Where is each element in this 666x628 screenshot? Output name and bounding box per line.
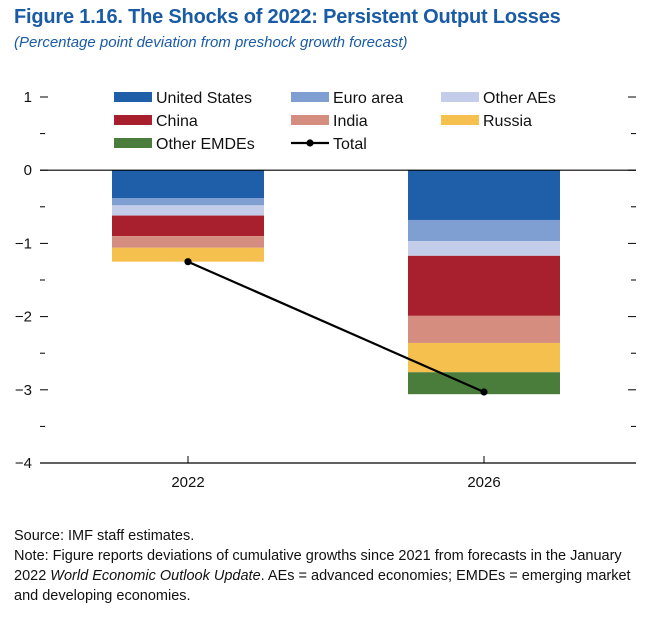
legend-label-india: India [333, 113, 368, 130]
legend-label-other-aes: Other AEs [483, 90, 556, 107]
bar-segment-other-aes-2022 [112, 205, 264, 216]
y-tick-label: 1 [24, 89, 32, 106]
bar-segment-india-2022 [112, 236, 264, 248]
legend-swatch-india [291, 115, 329, 125]
legend-label-united-states: United States [156, 90, 252, 107]
legend-label-russia: Russia [483, 113, 532, 130]
bar-segment-china-2026 [408, 255, 560, 316]
y-tick-label: −2 [15, 309, 32, 326]
plot-area: 1 0 −1 −2 −3 −4 2022 2026 [15, 89, 636, 491]
bar-segment-euro-area-2026 [408, 219, 560, 242]
total-point-2026 [480, 388, 488, 396]
bar-segment-other-emdes-2026 [408, 372, 560, 395]
legend-label-china: China [156, 113, 198, 130]
bar-segment-china-2022 [112, 215, 264, 237]
source-note: Source: IMF staff estimates. [14, 528, 195, 544]
note-text-end: . AEs = advanced economies; EMDEs = emer… [14, 568, 631, 604]
explanatory-note: Note: Figure reports deviations of cumul… [14, 546, 654, 606]
figure-subtitle: (Percentage point deviation from preshoc… [14, 34, 408, 51]
legend-swatch-russia [441, 115, 479, 125]
legend-swatch-other-aes [441, 92, 479, 102]
bar-segment-russia-2022 [112, 247, 264, 262]
footnotes: Source: IMF staff estimates. Note: Figur… [14, 526, 654, 606]
total-line [187, 260, 485, 394]
bar-segment-united-states-2026 [408, 170, 560, 220]
bar-segment-euro-area-2022 [112, 198, 264, 206]
x-tick-label: 2022 [171, 474, 204, 491]
y-tick-label: −4 [15, 455, 32, 472]
stacked-bar-chart: 1 0 −1 −2 −3 −4 2022 2026 United States Euro are… [15, 89, 636, 491]
bar-segment-united-states-2022 [112, 170, 264, 199]
legend-label-total: Total [333, 136, 367, 153]
figure-title: Figure 1.16. The Shocks of 2022: Persist… [14, 6, 561, 28]
total-point-2022 [184, 258, 192, 266]
chart-legend: United States Euro area Other AEs China Indi… [114, 90, 556, 153]
x-tick-label: 2026 [467, 474, 500, 491]
legend-label-euro-area: Euro area [333, 90, 403, 107]
legend-marker-total [306, 139, 314, 147]
legend-swatch-china [114, 115, 152, 125]
y-tick-label: −1 [15, 235, 32, 252]
legend-label-other-emdes: Other EMDEs [156, 136, 255, 153]
y-tick-label: 0 [24, 162, 32, 179]
bar-segment-india-2026 [408, 315, 560, 343]
note-text-start: Note: Figure reports deviations of cumul… [14, 548, 622, 584]
legend-swatch-euro-area [291, 92, 329, 102]
note-publication-title: World Economic Outlook Update [50, 568, 261, 584]
legend-swatch-united-states [114, 92, 152, 102]
bar-segment-russia-2026 [408, 342, 560, 373]
legend-swatch-other-emdes [114, 138, 152, 148]
bar-segment-other-aes-2026 [408, 241, 560, 256]
y-tick-label: −3 [15, 382, 32, 399]
